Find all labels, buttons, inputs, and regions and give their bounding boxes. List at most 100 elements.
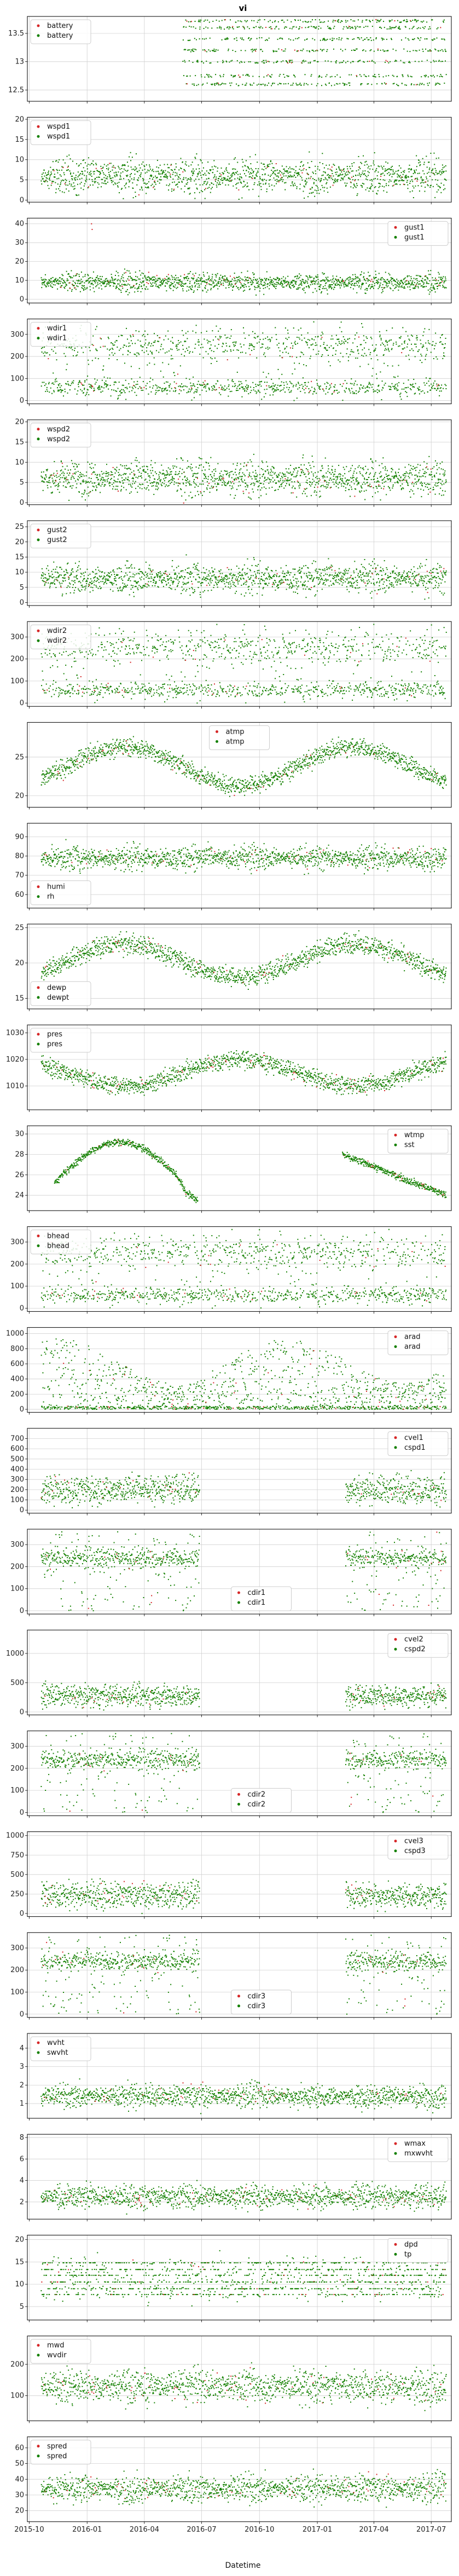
data-point [194, 21, 196, 22]
data-point [346, 166, 348, 168]
data-point [328, 27, 329, 29]
data-point [131, 390, 133, 391]
data-point [128, 345, 130, 347]
data-point [180, 341, 182, 343]
data-point [296, 397, 298, 399]
data-point [278, 28, 280, 30]
data-point [163, 280, 165, 282]
data-point [252, 382, 254, 383]
data-point [406, 21, 408, 22]
data-point [276, 178, 278, 180]
data-point [335, 61, 336, 62]
data-point [141, 272, 143, 274]
data-point [356, 292, 358, 293]
data-point [269, 285, 270, 286]
data-point [48, 285, 49, 287]
data-point [104, 281, 106, 283]
data-point [310, 188, 312, 190]
data-point [89, 164, 91, 166]
data-point [118, 288, 119, 290]
data-point [297, 50, 298, 51]
data-point [418, 283, 420, 285]
data-point [333, 27, 334, 29]
data-point [136, 184, 138, 186]
data-point [80, 182, 82, 183]
data-point [176, 383, 177, 384]
data-point [58, 188, 60, 189]
data-point [98, 389, 100, 390]
data-point [182, 60, 184, 62]
data-point [296, 84, 298, 86]
data-point [261, 84, 263, 85]
data-point [201, 389, 203, 391]
data-point [393, 83, 395, 84]
data-point [154, 276, 155, 278]
data-point [264, 278, 265, 279]
data-point [285, 83, 287, 85]
data-point [441, 172, 443, 174]
data-point [63, 192, 65, 193]
data-point [90, 384, 92, 386]
data-point [73, 275, 74, 277]
data-point [97, 278, 99, 280]
data-point [214, 357, 216, 359]
data-point [335, 171, 336, 173]
data-point [299, 356, 301, 358]
data-point [126, 162, 128, 163]
data-point [146, 347, 148, 349]
data-point [384, 82, 385, 84]
data-point [260, 189, 262, 191]
data-point [378, 282, 380, 284]
data-point [143, 333, 144, 335]
data-point [230, 60, 232, 62]
data-point [279, 170, 281, 172]
data-point [199, 394, 201, 396]
data-point [217, 282, 219, 284]
data-point [339, 384, 341, 385]
data-point [288, 38, 290, 40]
data-point [293, 284, 294, 286]
data-point [249, 343, 251, 345]
data-point [95, 276, 97, 278]
data-point [53, 284, 54, 285]
data-point [357, 37, 358, 38]
data-point [233, 285, 235, 287]
data-point [225, 179, 226, 181]
data-point [195, 285, 196, 286]
data-point [312, 393, 313, 395]
data-point [291, 285, 293, 286]
data-point [211, 182, 212, 184]
data-point [102, 281, 103, 283]
data-point [245, 160, 247, 162]
data-point [247, 279, 249, 281]
data-point [419, 172, 420, 174]
data-point [153, 333, 155, 335]
data-point [438, 83, 440, 84]
data-point [101, 386, 102, 388]
data-point [429, 280, 431, 281]
data-point [189, 187, 190, 189]
data-point [202, 272, 204, 273]
data-point [427, 184, 428, 186]
data-point [385, 168, 386, 170]
data-point [316, 354, 317, 355]
data-point [353, 185, 355, 186]
data-point [440, 279, 442, 280]
data-point [248, 393, 249, 395]
data-point [302, 165, 304, 167]
data-point [322, 163, 323, 164]
data-point [239, 62, 241, 64]
data-point [119, 349, 120, 351]
data-point [114, 275, 116, 276]
data-point [68, 282, 70, 284]
data-point [253, 273, 255, 275]
data-point [261, 37, 263, 38]
data-point [233, 168, 235, 170]
data-point [412, 287, 414, 289]
data-point [143, 182, 145, 184]
data-point [384, 27, 385, 28]
data-point [182, 285, 183, 286]
data-point [283, 384, 285, 386]
data-point [137, 388, 139, 389]
data-point [286, 75, 288, 77]
